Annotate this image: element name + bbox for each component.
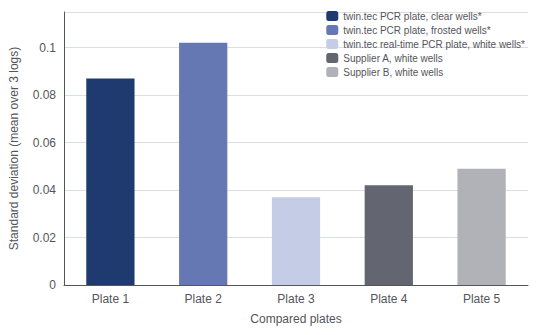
svg-text:0.06: 0.06 — [33, 136, 57, 150]
svg-text:Standard deviation (mean over: Standard deviation (mean over 3 logs) — [7, 47, 21, 250]
svg-text:Compared plates: Compared plates — [250, 312, 341, 326]
svg-text:0.1: 0.1 — [39, 41, 56, 55]
svg-text:0.04: 0.04 — [33, 183, 57, 197]
svg-text:0: 0 — [49, 278, 56, 292]
svg-text:Plate 4: Plate 4 — [370, 292, 408, 306]
svg-text:Plate 3: Plate 3 — [277, 292, 315, 306]
svg-text:Supplier B, white wells: Supplier B, white wells — [343, 67, 443, 78]
svg-text:Plate 5: Plate 5 — [463, 292, 501, 306]
svg-text:Plate 1: Plate 1 — [92, 292, 130, 306]
svg-text:twin.tec PCR plate, frosted we: twin.tec PCR plate, frosted wells* — [343, 25, 490, 36]
svg-text:0.02: 0.02 — [33, 231, 57, 245]
svg-text:Plate 2: Plate 2 — [185, 292, 223, 306]
svg-text:Supplier A, white wells: Supplier A, white wells — [343, 53, 443, 64]
svg-text:twin.tec real-time PCR plate,: twin.tec real-time PCR plate, white well… — [343, 39, 525, 50]
svg-text:twin.tec PCR plate, clear well: twin.tec PCR plate, clear wells* — [343, 11, 481, 22]
svg-text:0.08: 0.08 — [33, 88, 57, 102]
